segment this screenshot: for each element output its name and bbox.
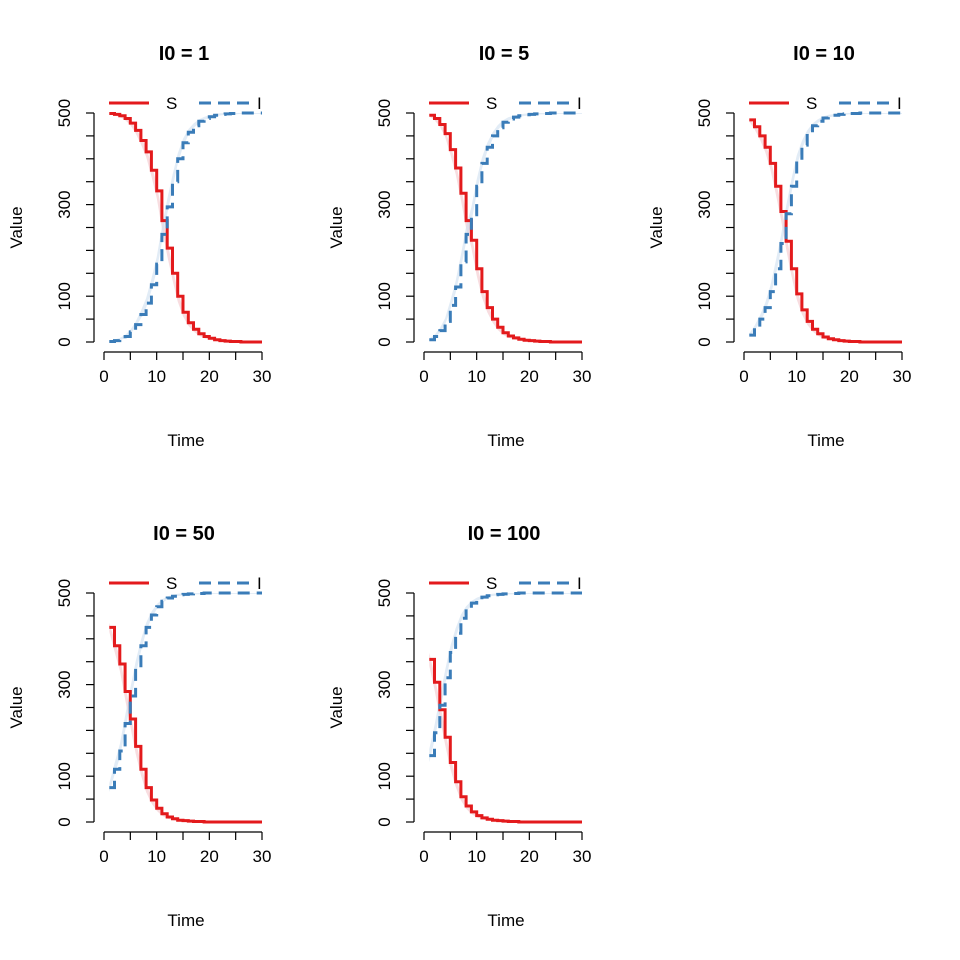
band-i [109,113,262,342]
y-tick-label: 500 [55,579,74,607]
x-axis-label: Time [487,431,524,450]
x-tick-label: 10 [147,367,166,386]
y-tick-label: 300 [375,670,394,698]
x-tick-label: 10 [787,367,806,386]
y-axis-label: Value [7,206,26,248]
x-axis-label: Time [807,431,844,450]
y-tick-label: 0 [375,337,394,346]
band-s [749,118,902,342]
x-tick-label: 0 [99,847,108,866]
band-s [109,113,262,342]
band-s [429,652,582,822]
x-tick-label: 10 [467,847,486,866]
y-tick-label: 100 [375,762,394,790]
x-tick-label: 30 [573,847,592,866]
panel-title: I0 = 50 [153,523,215,545]
y-tick-label: 300 [55,670,74,698]
x-tick-label: 20 [520,367,539,386]
y-tick-label: 500 [695,99,714,127]
x-axis-label: Time [167,431,204,450]
x-tick-label: 30 [573,367,592,386]
x-tick-label: 30 [253,847,272,866]
y-tick-label: 100 [375,282,394,310]
y-tick-label: 300 [695,190,714,218]
y-tick-label: 300 [375,190,394,218]
y-axis-label: Value [327,686,346,728]
series-line-i [109,591,262,790]
band-s [109,622,262,822]
x-tick-label: 20 [200,367,219,386]
x-tick-label: 0 [99,367,108,386]
y-tick-label: 300 [55,190,74,218]
panel-title: I0 = 10 [793,43,855,65]
y-tick-label: 100 [695,282,714,310]
y-tick-label: 100 [55,762,74,790]
y-tick-label: 500 [375,579,394,607]
y-axis-label: Value [647,206,666,248]
legend-label-s: S [486,574,497,593]
x-tick-label: 0 [419,847,428,866]
band-i [749,113,902,337]
x-tick-label: 0 [739,367,748,386]
x-tick-label: 10 [147,847,166,866]
x-tick-label: 30 [893,367,912,386]
x-tick-label: 10 [467,367,486,386]
series-line-s [429,657,582,824]
band-i [109,593,262,793]
x-tick-label: 20 [840,367,859,386]
legend-label-i: I [257,94,262,113]
x-tick-label: 20 [520,847,539,866]
legend-label-s: S [166,94,177,113]
y-tick-label: 0 [55,337,74,346]
series-line-s [109,112,262,344]
panel-title: I0 = 100 [468,523,541,545]
legend-label-s: S [806,94,817,113]
band-i [429,593,582,763]
legend-label-i: I [577,574,582,593]
x-tick-label: 20 [200,847,219,866]
series-line-i [429,111,582,342]
x-axis-label: Time [487,911,524,930]
series-line-s [429,113,582,344]
legend-label-s: S [166,574,177,593]
y-axis-label: Value [327,206,346,248]
legend-label-i: I [577,94,582,113]
series-line-i [429,591,582,758]
legend-label-s: S [486,94,497,113]
x-axis-label: Time [167,911,204,930]
y-tick-label: 500 [55,99,74,127]
series-line-i [749,111,902,337]
panel-title: I0 = 5 [479,43,530,65]
panel-title: I0 = 1 [159,43,210,65]
x-tick-label: 0 [419,367,428,386]
series-line-i [109,111,262,343]
y-tick-label: 0 [695,337,714,346]
y-tick-label: 100 [55,282,74,310]
y-tick-label: 0 [375,817,394,826]
x-tick-label: 30 [253,367,272,386]
y-tick-label: 0 [55,817,74,826]
y-axis-label: Value [7,686,26,728]
y-tick-label: 500 [375,99,394,127]
legend-label-i: I [257,574,262,593]
series-line-s [749,118,902,344]
legend-label-i: I [897,94,902,113]
